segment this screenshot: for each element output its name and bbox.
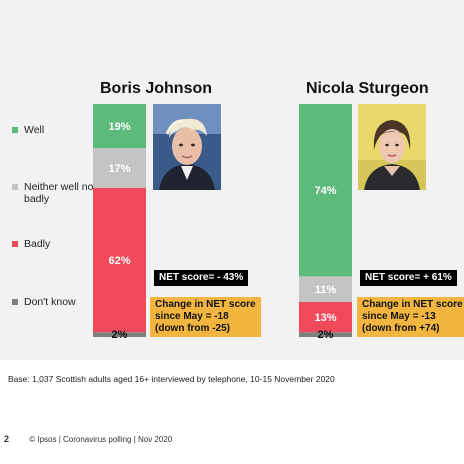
change-line: since May = -18	[155, 311, 229, 322]
legend-item-badly: Badly	[12, 238, 104, 250]
bar-segment-boris-dont-know	[93, 332, 146, 337]
bar-segment-nicola-neither	[299, 276, 352, 303]
legend-swatch-neither	[12, 184, 18, 190]
bar-segment-nicola-dont-know	[299, 332, 352, 337]
legend-swatch-well	[12, 127, 18, 133]
bar-segment-boris-badly	[93, 187, 146, 333]
legend-label-dont-know: Don't know	[24, 296, 76, 308]
boris-johnson-portrait-icon	[153, 104, 221, 190]
nicola-sturgeon-portrait-icon	[358, 104, 426, 190]
page-number: 2	[4, 434, 10, 444]
change-line: (down from +74)	[362, 323, 440, 334]
footer-text: © Ipsos | Coronavirus polling | Nov 2020	[29, 435, 173, 444]
data-label-boris-neither: 17%	[108, 163, 130, 175]
leader-title-nicola: Nicola Sturgeon	[306, 80, 429, 97]
data-label-boris-well: 19%	[108, 121, 130, 133]
footer: 2 © Ipsos | Coronavirus polling | Nov 20…	[4, 434, 172, 444]
change-box-boris: Change in NET score since May = -18 (dow…	[150, 297, 261, 337]
legend-label-neither: Neither well nor badly	[24, 181, 97, 205]
change-line: Change in NET score	[155, 299, 256, 310]
leader-title-boris: Boris Johnson	[100, 80, 213, 97]
legend-label-well: Well	[24, 124, 45, 136]
change-line: since May = -13	[362, 311, 436, 322]
legend-label-badly: Badly	[24, 238, 51, 250]
legend-swatch-dont-know	[12, 299, 18, 305]
legend-item-dont-know: Don't know	[12, 296, 104, 308]
net-score-nicola: NET score= + 61%	[360, 270, 457, 286]
data-label-nicola-badly: 13%	[314, 312, 336, 324]
legend-swatch-badly	[12, 241, 18, 247]
bar-segment-boris-neither	[93, 148, 146, 188]
top-band	[0, 0, 464, 18]
data-label-boris-badly: 62%	[108, 255, 130, 267]
legend-item-well: Well	[12, 124, 104, 136]
base-note: Base: 1,037 Scottish adults aged 16+ int…	[8, 374, 335, 384]
net-score-boris: NET score= - 43%	[154, 270, 249, 286]
bar-segment-nicola-badly	[299, 302, 352, 333]
data-label-nicola-neither: 11%	[315, 284, 337, 296]
data-label-nicola-well: 74%	[314, 185, 336, 197]
data-label-boris-dont-know: 2%	[112, 329, 128, 341]
data-label-nicola-dont-know: 2%	[318, 329, 334, 341]
legend-item-neither: Neither well nor badly	[12, 181, 104, 205]
change-line: Change in NET score	[362, 299, 463, 310]
bar-segment-nicola-well	[299, 104, 352, 277]
change-line: (down from -25)	[155, 323, 230, 334]
bar-segment-boris-well	[93, 104, 146, 149]
change-box-nicola: Change in NET score since May = -13 (dow…	[357, 297, 464, 337]
